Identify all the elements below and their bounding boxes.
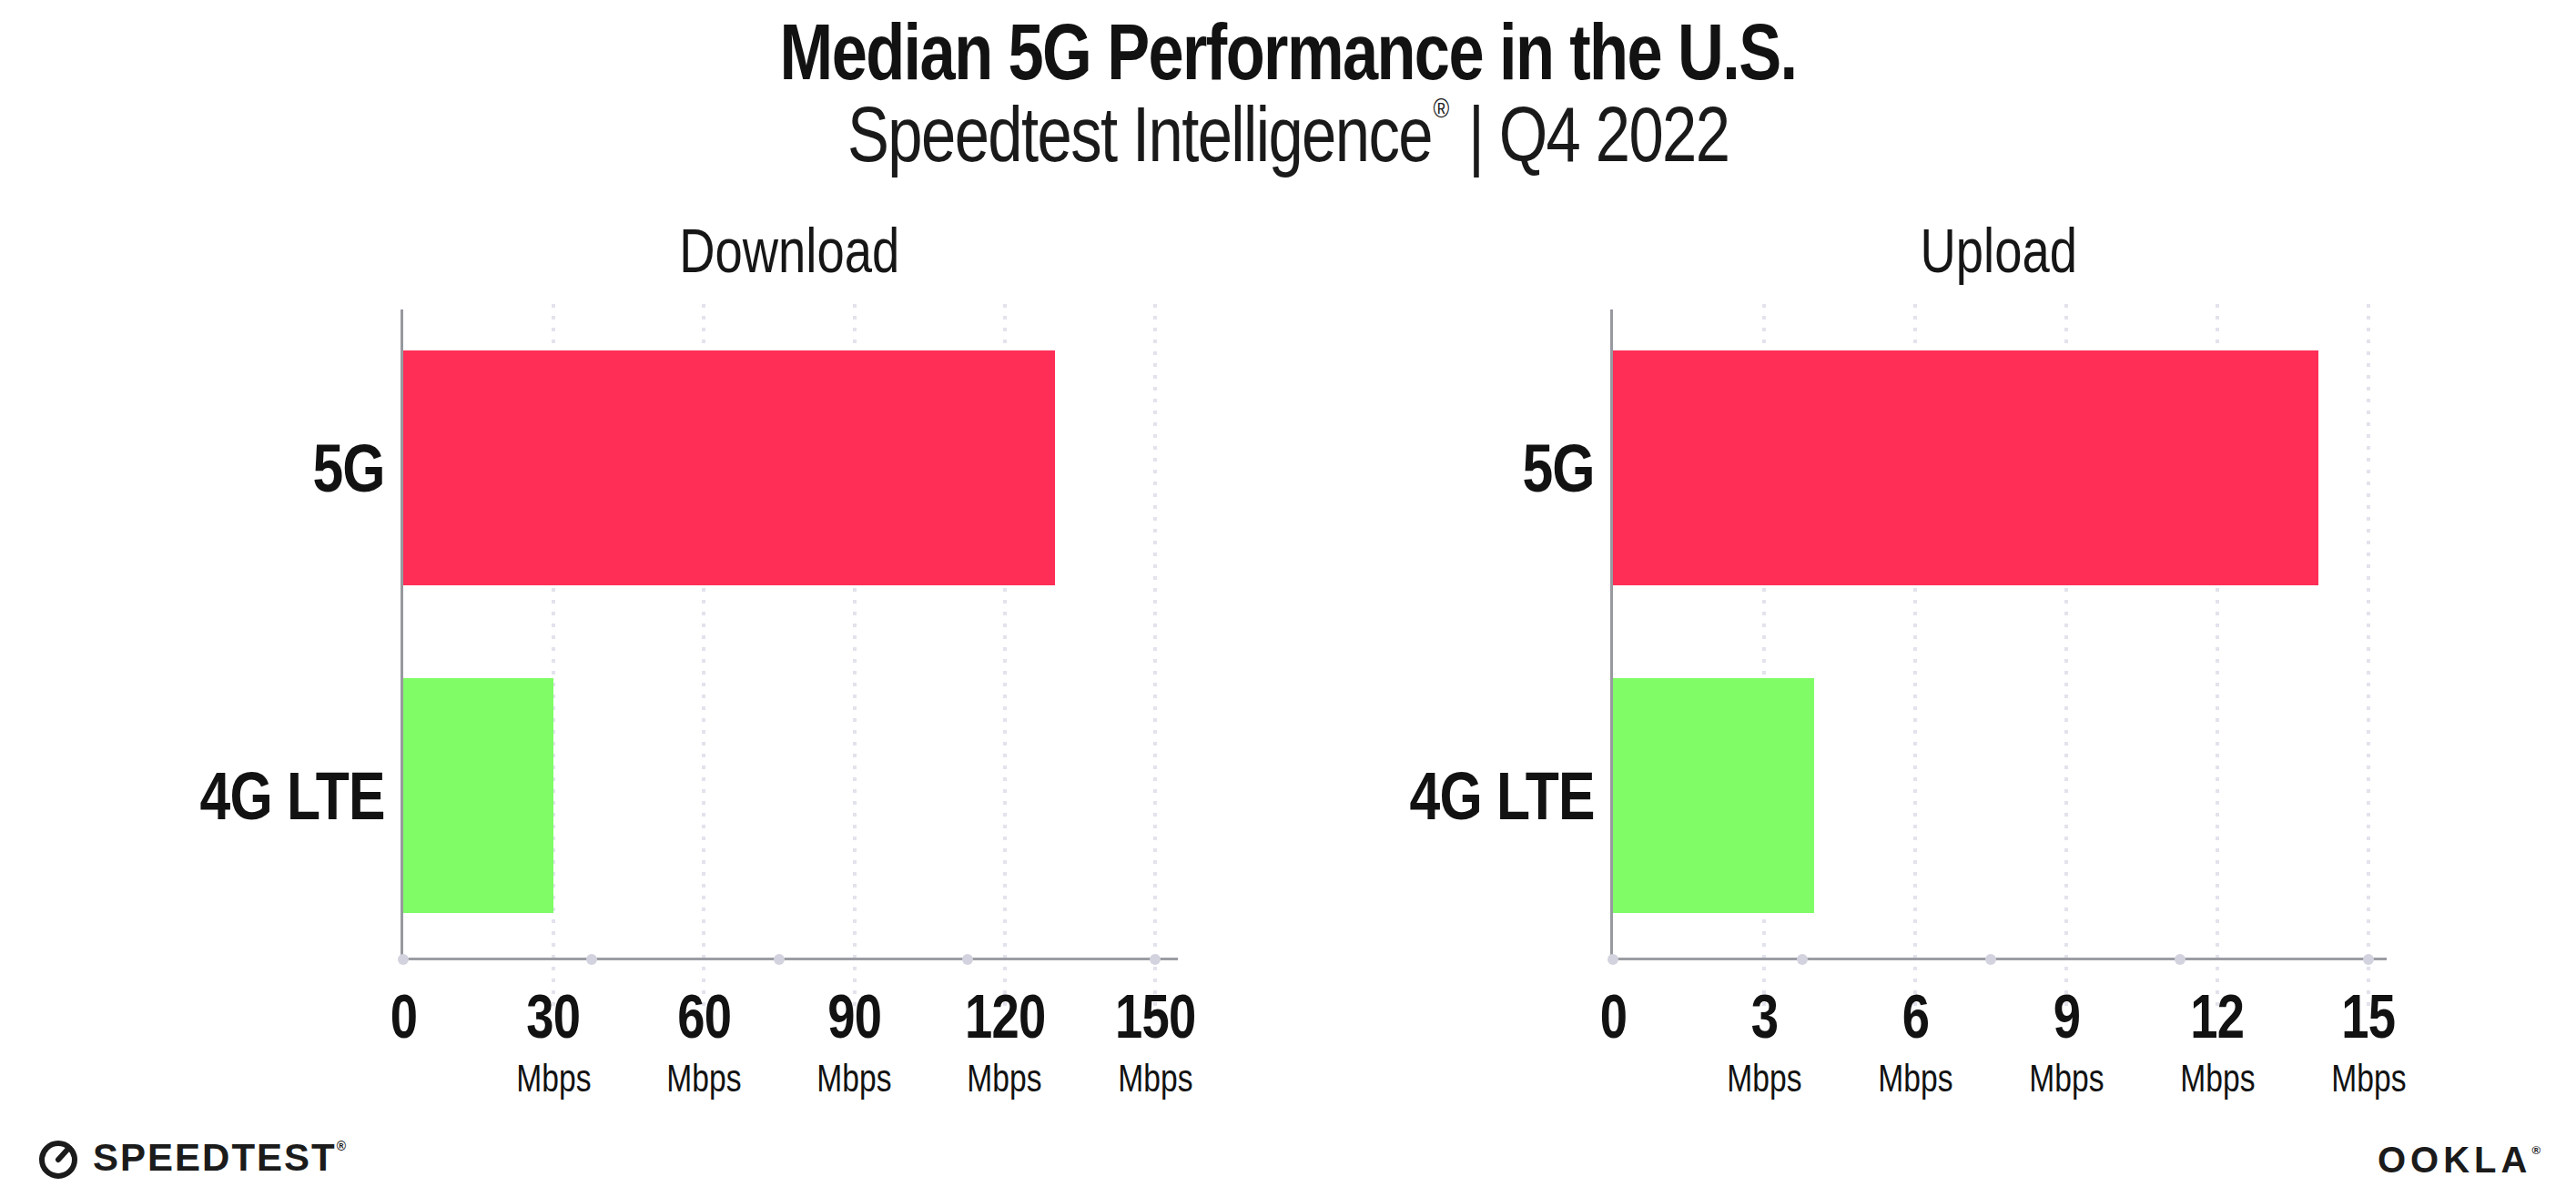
chart-canvas: Median 5G Performance in the U.S. Speedt… xyxy=(0,0,2576,1197)
ookla-registered-mark: ® xyxy=(2531,1143,2545,1157)
page-subtitle-text: Speedtest Intelligence® | Q4 2022 xyxy=(847,89,1729,179)
gridline-150 xyxy=(1153,304,1157,1007)
x-tick-value: 15 xyxy=(2259,985,2478,1047)
y-axis-spine xyxy=(401,309,403,960)
category-label-5g: 5G xyxy=(3,350,385,585)
gridline-15 xyxy=(2367,304,2370,1007)
category-label-4g-lte: 4G LTE xyxy=(1212,678,1595,913)
upload-chart-plot: 5G4G LTE03Mbps6Mbps9Mbps12Mbps15Mbps xyxy=(1613,309,2385,958)
x-tick-unit: Mbps xyxy=(1046,1060,1264,1098)
page-title-text: Median 5G Performance in the U.S. xyxy=(780,5,1797,98)
page-subtitle: Speedtest Intelligence® | Q4 2022 xyxy=(0,89,2576,179)
upload-chart-title: Upload xyxy=(1613,215,2385,286)
ookla-logo: OOKLA® xyxy=(2378,1140,2545,1181)
axis-marker-dot xyxy=(398,954,409,965)
axis-marker-dot xyxy=(2363,954,2374,965)
axis-marker-dot xyxy=(962,954,973,965)
axis-marker-dot xyxy=(1150,954,1161,965)
bar-4g-lte xyxy=(1613,678,1814,913)
axis-marker-dot xyxy=(774,954,785,965)
speedtest-wordmark: SPEEDTEST® xyxy=(93,1136,348,1180)
x-tick-15: 15 Mbps xyxy=(2259,985,2478,1098)
subtitle-brand: Speedtest Intelligence xyxy=(847,90,1432,178)
speedtest-gauge-icon xyxy=(36,1136,80,1180)
page-title: Median 5G Performance in the U.S. xyxy=(0,5,2576,98)
bar-4g-lte xyxy=(403,678,553,913)
subtitle-period: | Q4 2022 xyxy=(1468,90,1729,178)
x-tick-150: 150 Mbps xyxy=(1046,985,1264,1098)
x-tick-unit: Mbps xyxy=(2259,1060,2478,1098)
axis-marker-dot xyxy=(586,954,597,965)
axis-marker-dot xyxy=(2175,954,2186,965)
y-axis-spine xyxy=(1610,309,1613,960)
category-label-4g-lte: 4G LTE xyxy=(3,678,385,913)
ookla-wordmark: OOKLA xyxy=(2378,1140,2531,1180)
download-chart-plot: 5G4G LTE030Mbps60Mbps90Mbps120Mbps150Mbp… xyxy=(403,309,1176,958)
x-axis-line xyxy=(401,958,1178,960)
download-chart-title: Download xyxy=(403,215,1176,286)
category-label-5g: 5G xyxy=(1212,350,1595,585)
x-tick-value: 150 xyxy=(1046,985,1264,1047)
registered-mark: ® xyxy=(1433,93,1447,123)
bar-5g xyxy=(1613,350,2318,585)
axis-marker-dot xyxy=(1607,954,1618,965)
speedtest-registered-mark: ® xyxy=(337,1139,348,1153)
axis-marker-dot xyxy=(1797,954,1808,965)
axis-marker-dot xyxy=(1985,954,1996,965)
speedtest-logo: SPEEDTEST® xyxy=(36,1136,348,1180)
bar-5g xyxy=(403,350,1055,585)
x-axis-line xyxy=(1610,958,2387,960)
